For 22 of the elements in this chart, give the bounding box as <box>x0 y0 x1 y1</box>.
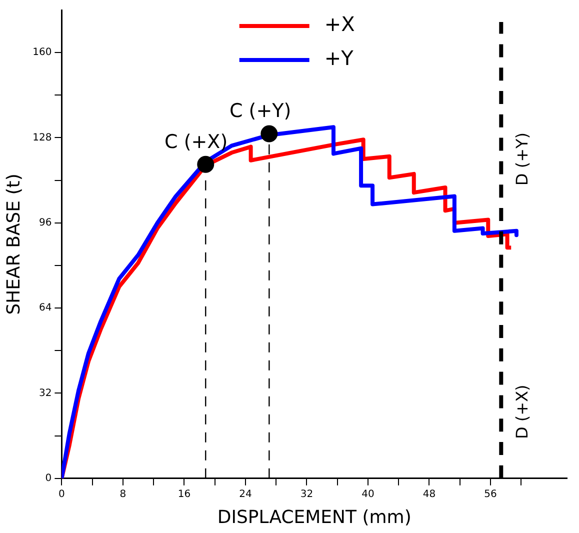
x-tick-label: 40 <box>362 488 374 500</box>
x-tick-label: 0 <box>58 488 65 500</box>
annotation: C (+Y) <box>230 100 292 122</box>
x-tick-label: 24 <box>239 488 252 500</box>
legend-label: +Y <box>324 46 354 70</box>
y-tick-label: 64 <box>38 302 52 314</box>
y-tick-label: 32 <box>38 388 52 399</box>
x-tick-label: 16 <box>178 488 191 500</box>
y-tick-label: 0 <box>45 472 52 484</box>
y-tick-label: 128 <box>32 132 52 144</box>
x-axis-title: DISPLACEMENT (mm) <box>217 506 412 528</box>
legend-label: +X <box>324 12 356 36</box>
y-tick-label: 160 <box>32 47 52 58</box>
x-tick-label: 48 <box>422 488 436 500</box>
x-tick-label: 32 <box>300 488 314 500</box>
annotation: D (+X) <box>512 384 532 439</box>
y-axis-title: SHEAR BASE (t) <box>3 174 24 315</box>
annotation: D (+Y) <box>512 132 532 186</box>
annotation: C (+X) <box>164 130 228 153</box>
x-tick-label: 8 <box>120 488 126 500</box>
x-tick-label: 56 <box>484 488 497 500</box>
y-tick-label: 96 <box>38 218 52 229</box>
